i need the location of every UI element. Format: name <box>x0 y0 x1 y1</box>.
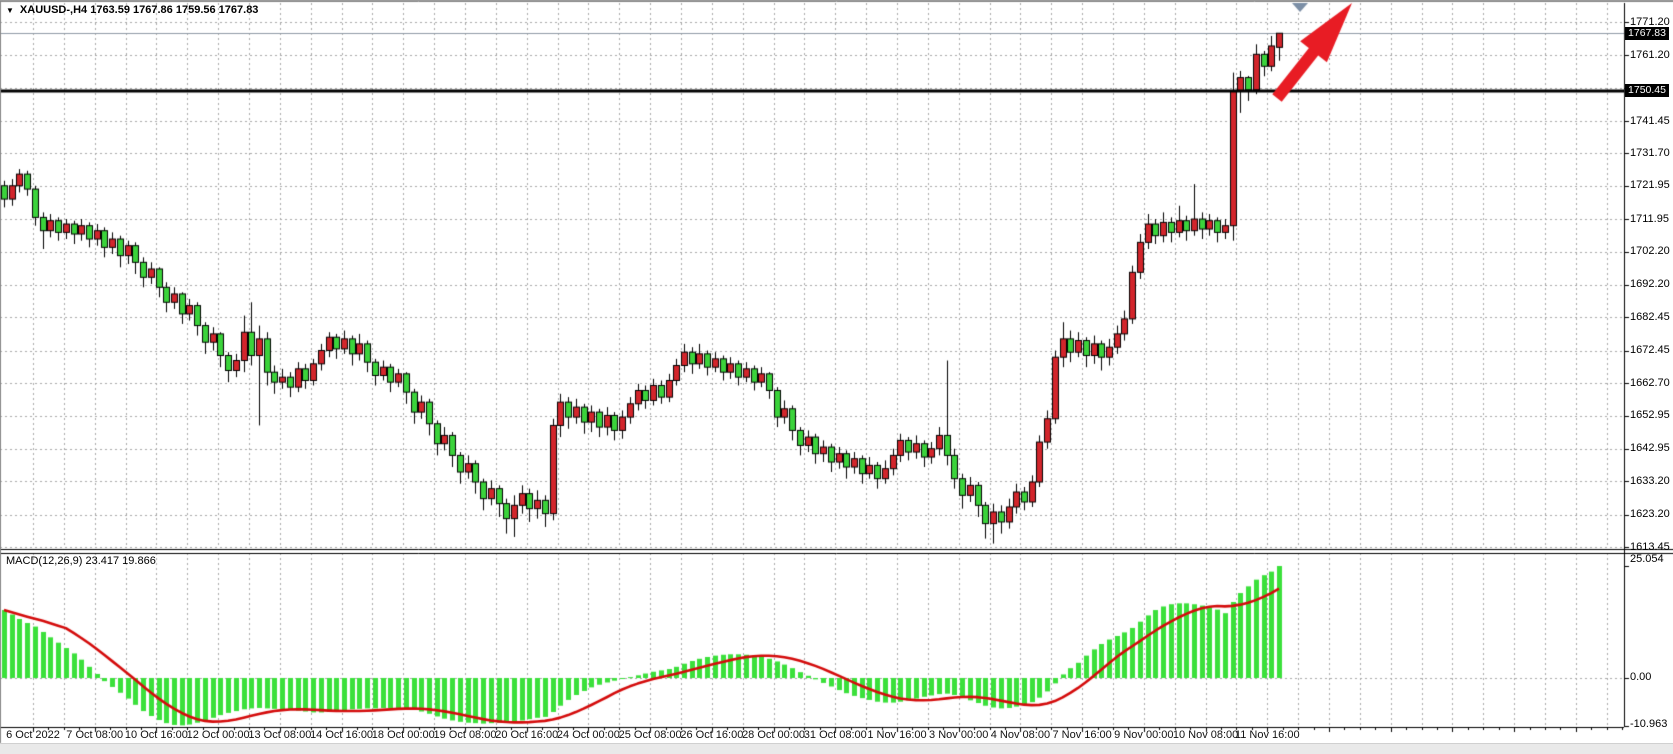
macd-scale-min: -10.963 <box>1630 718 1668 730</box>
time-axis-label: 25 Oct 08:00 <box>618 729 682 741</box>
price-axis-label: 1761.20 <box>1630 48 1670 61</box>
price-axis-label: 1613.45 <box>1630 540 1670 553</box>
time-axis-label: 12 Oct 00:00 <box>186 729 250 741</box>
time-axis-label: 11 Nov 16:00 <box>1234 729 1300 741</box>
price-axis-label: 1692.20 <box>1630 278 1670 291</box>
price-axis-label: 1623.20 <box>1630 508 1670 521</box>
time-axis-label: 7 Oct 08:00 <box>66 729 124 741</box>
price-axis-label: 1711.95 <box>1630 212 1669 225</box>
macd-indicator-label: MACD(12,26,9) 23.417 19.866 <box>6 555 156 567</box>
time-axis-label: 3 Nov 00:00 <box>929 729 989 741</box>
time-axis-label: 24 Oct 00:00 <box>556 729 620 741</box>
time-axis-label: 6 Oct 2022 <box>6 729 60 741</box>
time-axis-label: 10 Nov 08:00 <box>1172 729 1239 741</box>
hline-price-badge: 1750.45 <box>1625 84 1669 97</box>
price-axis-label: 1682.45 <box>1630 310 1670 323</box>
chart-dropdown-icon[interactable]: ▼ <box>6 5 14 15</box>
bid-price-badge: 1767.83 <box>1625 27 1669 40</box>
time-axis-label: 28 Oct 00:00 <box>742 729 806 741</box>
price-axis-label: 1741.45 <box>1630 114 1670 127</box>
time-axis-label: 7 Nov 16:00 <box>1052 729 1112 741</box>
time-axis-label: 9 Nov 00:00 <box>1114 729 1174 741</box>
time-axis-label: 20 Oct 16:00 <box>495 729 559 741</box>
price-axis[interactable]: 1771.20 1761.20 1741.45 1731.70 1721.95 1711.… <box>1624 3 1673 727</box>
price-axis-label: 1652.95 <box>1630 409 1670 422</box>
price-axis-label: 1731.70 <box>1630 146 1670 159</box>
price-axis-label: 1702.20 <box>1630 245 1670 258</box>
macd-scale-max: 25.054 <box>1630 553 1664 565</box>
price-axis-label: 1721.95 <box>1630 179 1670 192</box>
time-axis-label: 26 Oct 16:00 <box>680 729 744 741</box>
time-axis-label: 18 Oct 00:00 <box>371 729 435 741</box>
time-axis-label: 14 Oct 16:00 <box>310 729 374 741</box>
price-axis-label: 1642.95 <box>1630 442 1670 455</box>
symbol-title-row: ▼ XAUUSD-,H4 1763.59 1767.86 1759.56 176… <box>6 4 258 16</box>
time-axis-label: 19 Oct 08:00 <box>433 729 497 741</box>
price-axis-label: 1662.70 <box>1630 376 1670 389</box>
macd-scale-zero: 0.00 <box>1630 671 1652 683</box>
time-axis-label: 10 Oct 16:00 <box>124 729 188 741</box>
symbol-ohlc-label: XAUUSD-,H4 1763.59 1767.86 1759.56 1767.… <box>19 4 259 16</box>
price-axis-label: 1672.45 <box>1630 344 1670 357</box>
time-axis-label: 13 Oct 08:00 <box>248 729 312 741</box>
window-bottom-strip <box>0 743 1673 754</box>
time-axis-label: 1 Nov 16:00 <box>867 729 927 741</box>
time-axis-label: 31 Oct 08:00 <box>803 729 867 741</box>
time-axis[interactable]: 6 Oct 2022 7 Oct 08:00 10 Oct 16:00 12 Oct … <box>0 727 1624 743</box>
price-axis-label: 1633.20 <box>1630 474 1670 487</box>
price-axis-label: 1771.20 <box>1630 15 1670 28</box>
time-axis-label: 4 Nov 08:00 <box>990 729 1051 741</box>
